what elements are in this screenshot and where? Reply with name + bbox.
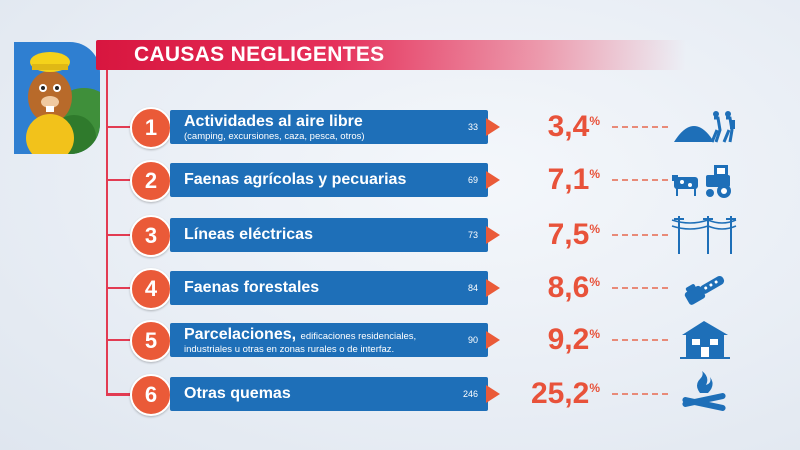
cause-label: Otras quemas — [184, 385, 291, 402]
camping-hikers-icon — [674, 111, 735, 143]
percent-unit: % — [589, 327, 600, 341]
cause-row-4: 4 Faenas forestales 84 8,6% — [0, 268, 800, 310]
percent-unit: % — [589, 114, 600, 128]
cause-percent: 7,1% — [505, 163, 600, 197]
row-connector — [106, 126, 130, 128]
cause-row-1: 1 Actividades al aire libre (camping, ex… — [0, 107, 800, 149]
row-number: 3 — [130, 215, 172, 257]
row-number: 4 — [130, 268, 172, 310]
arrow-icon — [486, 171, 500, 189]
cow-tractor-icon — [672, 165, 731, 198]
cause-bar — [170, 218, 488, 252]
cause-bar — [170, 323, 488, 357]
arrow-icon — [486, 279, 500, 297]
cause-title: Actividades al aire libre — [184, 113, 363, 130]
row-connector — [106, 179, 130, 181]
row-connector — [106, 339, 130, 341]
power-lines-icon — [671, 216, 737, 254]
dashed-connector — [612, 287, 668, 289]
arrow-icon — [486, 331, 500, 349]
percent-value: 7,5 — [547, 218, 590, 251]
cause-count: 73 — [467, 230, 478, 240]
cause-subtitle-inline: edificaciones residenciales, — [300, 331, 417, 342]
cause-label: Actividades al aire libre (camping, excu… — [184, 113, 365, 147]
page-title: CAUSAS NEGLIGENTES — [134, 43, 385, 66]
dashed-connector — [612, 234, 668, 236]
cause-count: 90 — [467, 335, 478, 345]
cause-bar — [170, 110, 488, 144]
cause-label: Parcelaciones, edificaciones residencial… — [184, 326, 416, 360]
cause-percent: 9,2% — [505, 323, 600, 357]
cause-bar — [170, 271, 488, 305]
percent-unit: % — [589, 381, 600, 395]
cause-percent: 25,2% — [505, 377, 600, 411]
row-connector — [106, 393, 130, 395]
percent-unit: % — [589, 275, 600, 289]
cause-row-5: 5 Parcelaciones, edificaciones residenci… — [0, 320, 800, 362]
percent-unit: % — [589, 167, 600, 181]
mascot-illustration — [14, 42, 100, 154]
percent-unit: % — [589, 222, 600, 236]
dashed-connector — [612, 339, 668, 341]
cause-count: 69 — [467, 175, 478, 185]
percent-value: 7,1 — [547, 163, 590, 196]
cause-percent: 8,6% — [505, 271, 600, 305]
house-icon — [680, 321, 730, 359]
row-connector — [106, 234, 130, 236]
percent-value: 3,4 — [547, 110, 590, 143]
arrow-icon — [486, 118, 500, 136]
cause-label: Líneas eléctricas — [184, 226, 313, 243]
bonfire-icon — [682, 371, 726, 411]
title-banner — [96, 40, 686, 70]
cause-count: 84 — [467, 283, 478, 293]
cause-bar — [170, 163, 488, 197]
row-number: 5 — [130, 320, 172, 362]
dashed-connector — [612, 179, 668, 181]
cause-label: Faenas forestales — [184, 279, 320, 296]
cause-title-line: Parcelaciones, edificaciones residencial… — [184, 326, 416, 344]
cause-title: Parcelaciones, — [184, 326, 297, 343]
percent-value: 8,6 — [547, 271, 590, 304]
cause-percent: 7,5% — [505, 218, 600, 252]
dashed-connector — [612, 393, 668, 395]
dashed-connector — [612, 126, 668, 128]
percent-value: 9,2 — [547, 323, 590, 356]
cause-bar — [170, 377, 488, 411]
cause-row-3: 3 Líneas eléctricas 73 7,5% — [0, 215, 800, 257]
chainsaw-icon — [684, 276, 725, 305]
row-number: 2 — [130, 160, 172, 202]
cause-subtitle: industriales u otras en zonas rurales o … — [184, 344, 395, 355]
cause-count: 33 — [467, 122, 478, 132]
percent-value: 25,2 — [530, 377, 590, 410]
cause-percent: 3,4% — [505, 110, 600, 144]
cause-row-2: 2 Faenas agrícolas y pecuarias 69 7,1% — [0, 160, 800, 202]
cause-row-6: 6 Otras quemas 246 25,2% — [0, 371, 800, 416]
bracket-line — [106, 70, 130, 396]
row-number: 1 — [130, 107, 172, 149]
arrow-icon — [486, 385, 500, 403]
row-connector — [106, 287, 130, 289]
cause-label: Faenas agrícolas y pecuarias — [184, 171, 407, 188]
arrow-icon — [486, 226, 500, 244]
row-number: 6 — [130, 374, 172, 416]
cause-count: 246 — [462, 389, 478, 399]
cause-subtitle: (camping, excursiones, caza, pesca, otro… — [184, 131, 365, 142]
